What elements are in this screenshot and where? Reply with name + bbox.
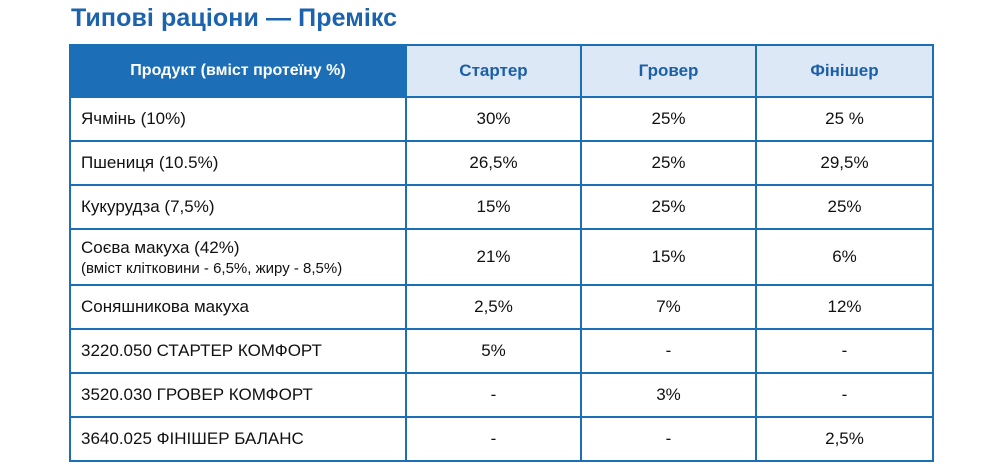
product-cell: Кукурудза (7,5%)	[69, 184, 407, 230]
column-header-product: Продукт (вміст протеїну %)	[69, 44, 407, 98]
product-cell: Соєва макуха (42%) (вміст клітковини - 6,…	[69, 228, 407, 286]
product-cell: 3640.025 ФІНІШЕР БАЛАНС	[69, 416, 407, 462]
column-header-starter: Стартер	[405, 44, 582, 98]
table-body: Ячмінь (10%) 30% 25% 25 % Пшениця (10.5%) 26,…	[69, 96, 934, 462]
product-cell: Соняшникова макуха	[69, 284, 407, 330]
starter-value: 30%	[405, 96, 582, 142]
grower-value: 25%	[580, 184, 757, 230]
finisher-value: 29,5%	[755, 140, 934, 186]
table-row: Соняшникова макуха 2,5% 7% 12%	[69, 284, 934, 330]
finisher-value: 25 %	[755, 96, 934, 142]
column-header-grower: Гровер	[580, 44, 757, 98]
product-name: Ячмінь (10%)	[81, 109, 186, 128]
starter-value: 5%	[405, 328, 582, 374]
finisher-value: -	[755, 372, 934, 418]
finisher-value: -	[755, 328, 934, 374]
starter-value: -	[405, 372, 582, 418]
product-cell: Ячмінь (10%)	[69, 96, 407, 142]
product-name: 3520.030 ГРОВЕР КОМФОРТ	[81, 385, 313, 404]
table-row: 3640.025 ФІНІШЕР БАЛАНС - -2,5%	[69, 416, 934, 462]
grower-value: 25%	[580, 96, 757, 142]
table-row: 3520.030 ГРОВЕР КОМФОРТ -3% -	[69, 372, 934, 418]
product-cell: 3220.050 СТАРТЕР КОМФОРТ	[69, 328, 407, 374]
column-header-finisher: Фінішер	[755, 44, 934, 98]
product-cell: Пшениця (10.5%)	[69, 140, 407, 186]
table-row: Ячмінь (10%) 30% 25% 25 %	[69, 96, 934, 142]
starter-value: 15%	[405, 184, 582, 230]
starter-value: 26,5%	[405, 140, 582, 186]
product-name: 3220.050 СТАРТЕР КОМФОРТ	[81, 341, 322, 360]
table-header-row: Продукт (вміст протеїну %) Стартер Грове…	[69, 44, 934, 98]
grower-value: 3%	[580, 372, 757, 418]
product-name: 3640.025 ФІНІШЕР БАЛАНС	[81, 429, 304, 448]
table-row: Кукурудза (7,5%) 15% 25% 25%	[69, 184, 934, 230]
product-name: Соєва макуха (42%)	[81, 237, 240, 257]
product-note: (вміст клітковини - 6,5%, жиру - 8,5%)	[81, 259, 343, 277]
table-row: Соєва макуха (42%) (вміст клітковини - 6,…	[69, 228, 934, 286]
ration-table: Продукт (вміст протеїну %) Стартер Грове…	[69, 44, 934, 462]
finisher-value: 25%	[755, 184, 934, 230]
grower-value: -	[580, 416, 757, 462]
product-cell: 3520.030 ГРОВЕР КОМФОРТ	[69, 372, 407, 418]
grower-value: -	[580, 328, 757, 374]
grower-value: 15%	[580, 228, 757, 286]
grower-value: 7%	[580, 284, 757, 330]
starter-value: 2,5%	[405, 284, 582, 330]
product-name: Соняшникова макуха	[81, 297, 249, 316]
starter-value: 21%	[405, 228, 582, 286]
finisher-value: 12%	[755, 284, 934, 330]
product-name: Пшениця (10.5%)	[81, 153, 219, 172]
table-row: Пшениця (10.5%) 26,5% 25% 29,5%	[69, 140, 934, 186]
product-name: Кукурудза (7,5%)	[81, 197, 215, 216]
page-title: Типові раціони — Премікс	[71, 4, 398, 32]
finisher-value: 6%	[755, 228, 934, 286]
grower-value: 25%	[580, 140, 757, 186]
finisher-value: 2,5%	[755, 416, 934, 462]
starter-value: -	[405, 416, 582, 462]
table-row: 3220.050 СТАРТЕР КОМФОРТ 5% - -	[69, 328, 934, 374]
